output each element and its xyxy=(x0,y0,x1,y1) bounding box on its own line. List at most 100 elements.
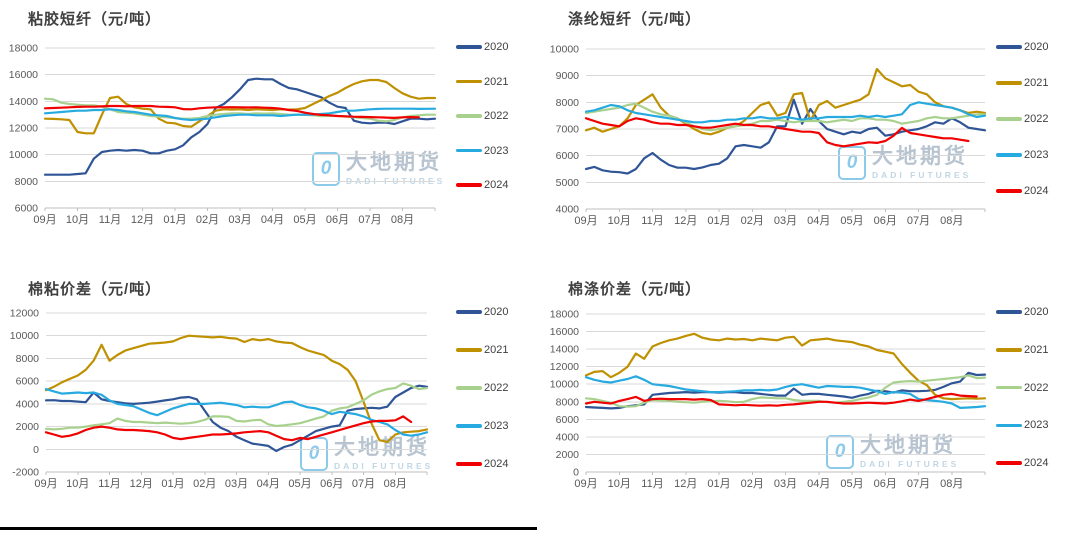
legend-item-2022: 2022 xyxy=(456,109,536,123)
legend-item-2020: 2020 xyxy=(456,305,536,319)
legend-year-label: 2020 xyxy=(1024,306,1049,318)
y-axis-tick-label: 8000 xyxy=(556,396,580,408)
legend-item-2023: 2023 xyxy=(996,148,1076,162)
dadi-futures-watermark: 0 大地期货 DADI FUTURES xyxy=(838,146,971,180)
legend-line-swatch xyxy=(996,310,1022,314)
y-axis-tick-label: 10000 xyxy=(10,330,39,342)
legend-item-2024: 2024 xyxy=(996,184,1076,198)
y-axis-tick-label: 8000 xyxy=(16,353,40,365)
y-axis-tick-label: 0 xyxy=(33,444,39,456)
x-axis-tick-label: 10月 xyxy=(608,215,631,227)
series-2023-line xyxy=(584,101,987,124)
legend-year-label: 2021 xyxy=(1024,77,1049,89)
y-axis-tick-label: 2000 xyxy=(16,421,40,433)
bottom-divider-line xyxy=(0,527,537,530)
legend-line-swatch xyxy=(996,189,1022,193)
x-axis-tick-label: 01月 xyxy=(163,214,186,226)
series-2024-line xyxy=(584,392,978,407)
y-axis-tick-label: -2000 xyxy=(12,467,39,479)
x-axis-tick-label: 02月 xyxy=(741,478,764,490)
series-2020-line xyxy=(43,77,437,176)
legend-year-label: 2024 xyxy=(484,458,509,470)
watermark-brand-cn: 大地期货 xyxy=(872,145,968,168)
legend-item-2021: 2021 xyxy=(456,75,536,89)
x-axis-tick-label: 12月 xyxy=(131,214,154,226)
legend-year-label: 2024 xyxy=(1024,185,1049,197)
legend-year-label: 2022 xyxy=(1024,113,1049,125)
y-axis-tick-label: 18000 xyxy=(550,309,579,321)
dadi-logo-icon: 0 xyxy=(838,146,866,180)
y-axis-tick-label: 8000 xyxy=(556,97,580,109)
legend-item-2023: 2023 xyxy=(996,418,1076,432)
x-axis-tick-label: 03月 xyxy=(228,214,251,226)
legend-line-swatch xyxy=(996,45,1022,49)
y-axis-tick-label: 6000 xyxy=(16,376,40,388)
legend-line-swatch xyxy=(456,424,482,428)
y-axis-tick-label: 12000 xyxy=(9,123,38,135)
chart-legend: 2020 2021 2022 2023 2024 xyxy=(456,305,536,471)
y-axis-tick-label: 12000 xyxy=(550,361,579,373)
legend-line-swatch xyxy=(996,348,1022,352)
x-axis-tick-label: 05月 xyxy=(840,478,863,490)
x-axis-tick-label: 04月 xyxy=(257,478,280,490)
legend-line-swatch xyxy=(456,183,482,187)
x-axis-tick-label: 06月 xyxy=(874,215,897,227)
watermark-brand-en: DADI FUTURES xyxy=(860,459,960,469)
y-axis-tick-label: 0 xyxy=(573,467,579,479)
series-2024-line xyxy=(584,117,970,148)
x-axis-tick-label: 11月 xyxy=(98,478,120,490)
y-axis-tick-label: 9000 xyxy=(556,70,580,82)
x-axis-tick-label: 09月 xyxy=(34,478,57,490)
series-2021-line xyxy=(43,78,437,135)
y-axis-tick-label: 10000 xyxy=(9,149,38,161)
x-axis-tick-label: 02月 xyxy=(193,478,216,490)
x-axis-tick-label: 11月 xyxy=(99,214,121,226)
y-axis-tick-label: 16000 xyxy=(550,326,579,338)
x-axis-tick-label: 01月 xyxy=(707,215,730,227)
series-2023-line xyxy=(44,387,429,437)
legend-item-2020: 2020 xyxy=(996,40,1076,54)
x-axis-tick-label: 05月 xyxy=(293,214,316,226)
series-2021-line xyxy=(584,67,987,136)
legend-line-swatch xyxy=(456,79,482,84)
legend-item-2024: 2024 xyxy=(456,178,536,192)
legend-line-swatch xyxy=(456,348,482,352)
y-axis-tick-label: 5000 xyxy=(556,177,580,189)
legend-item-2023: 2023 xyxy=(456,144,536,158)
legend-line-swatch xyxy=(456,45,482,49)
legend-line-swatch xyxy=(996,153,1022,157)
legend-year-label: 2023 xyxy=(1024,149,1049,161)
x-axis-tick-label: 07月 xyxy=(907,478,930,490)
x-axis-tick-label: 02月 xyxy=(741,215,764,227)
x-axis-tick-label: 02月 xyxy=(196,214,219,226)
x-axis-tick-label: 07月 xyxy=(907,215,930,227)
x-axis-tick-label: 09月 xyxy=(574,215,597,227)
x-axis-tick-label: 09月 xyxy=(33,214,56,226)
legend-year-label: 2022 xyxy=(484,382,509,394)
y-axis-tick-label: 6000 xyxy=(556,414,580,426)
series-2022-line xyxy=(584,102,987,132)
legend-item-2024: 2024 xyxy=(996,456,1076,470)
legend-year-label: 2024 xyxy=(484,179,509,191)
watermark-brand-cn: 大地期货 xyxy=(334,436,430,459)
x-axis-tick-label: 11月 xyxy=(641,478,663,490)
x-axis-tick-label: 08月 xyxy=(391,214,414,226)
cotton-polyester-spread-line-chart: 18000 16000 14000 12000 10000 8000 6000 4000 200… xyxy=(550,309,987,490)
x-axis-tick-label: 05月 xyxy=(840,215,863,227)
x-axis-tick-label: 07月 xyxy=(352,478,375,490)
chart-panel-cotton-polyester-spread: 棉涤价差（元/吨） 18000 16000 14000 12000 10000 8000 6… xyxy=(540,265,1080,535)
x-axis-tick-label: 07月 xyxy=(358,214,381,226)
y-axis-tick-label: 2000 xyxy=(556,449,580,461)
y-axis-tick-label: 7000 xyxy=(556,124,580,136)
x-axis-tick-label: 12月 xyxy=(674,215,697,227)
legend-item-2021: 2021 xyxy=(996,76,1076,90)
y-axis-tick-label: 12000 xyxy=(10,308,39,320)
series-2023-line xyxy=(43,107,437,122)
series-2023-line xyxy=(584,375,987,409)
dadi-futures-watermark: 0 大地期货 DADI FUTURES xyxy=(826,435,959,469)
legend-item-2024: 2024 xyxy=(456,457,536,471)
series-2024-line xyxy=(44,415,413,442)
